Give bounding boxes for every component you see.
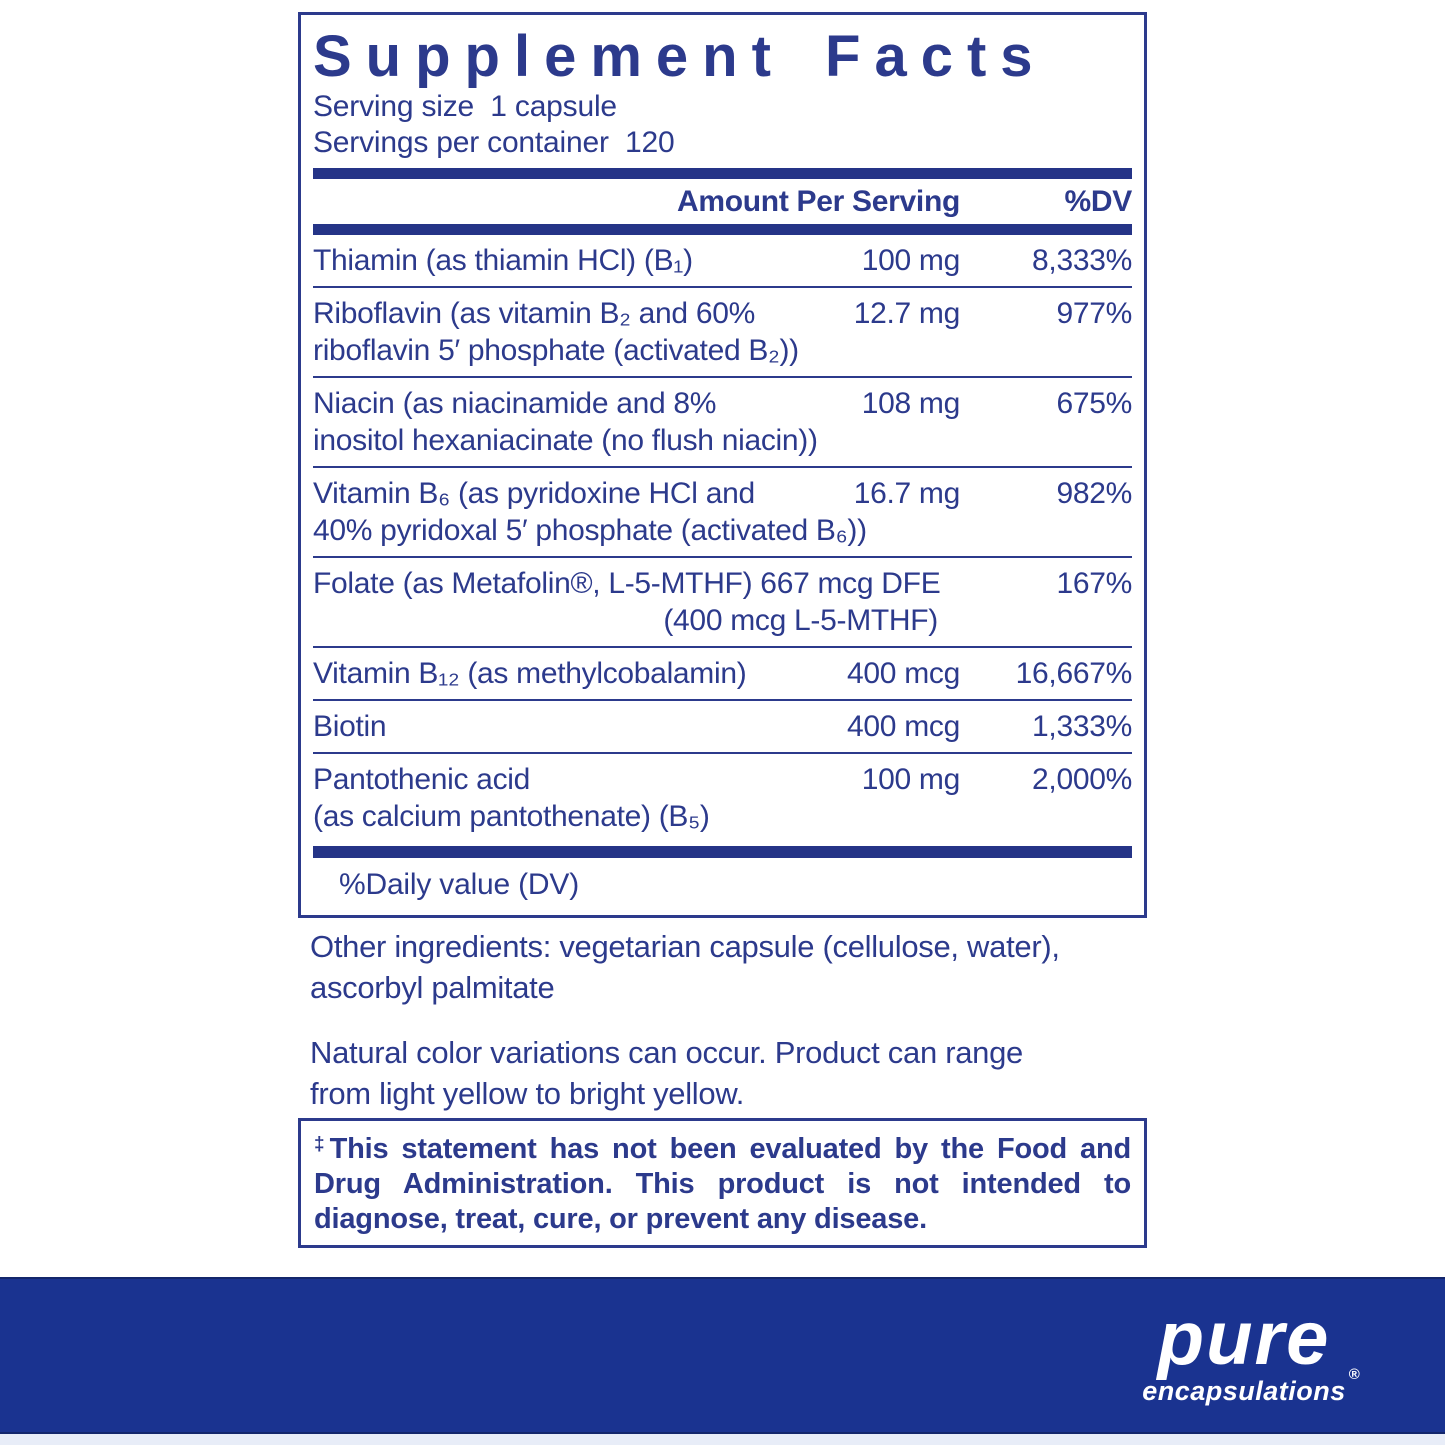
disclaimer-line2: Drug Administration. This product is not… <box>314 1168 1131 1200</box>
other-ingredients-line2: ascorbyl palmitate <box>310 970 555 1005</box>
nutrient-dv: 675% <box>1056 387 1132 420</box>
servings-per-container-line: Servings per container 120 <box>313 126 675 159</box>
serving-size-line: Serving size 1 capsule <box>313 90 617 123</box>
nutrient-dv: 167% <box>1056 567 1132 600</box>
brand-name: pure <box>1157 1296 1331 1381</box>
other-ingredients-text: Other ingredients: vegetarian capsule (c… <box>310 926 1150 1008</box>
table-row: Folate (as Metafolin®, L-5-MTHF) 667 mcg… <box>313 556 1132 646</box>
nutrient-dv: 16,667% <box>1015 657 1133 690</box>
nutrient-dv: 2,000% <box>1032 763 1132 796</box>
nutrient-amount: 16.7 mg <box>853 477 961 510</box>
brand-logo: pure encapsulations ® <box>1118 1296 1370 1406</box>
nutrient-name: Riboflavin (as vitamin B₂ and 60% <box>313 297 755 330</box>
color-variation-note: Natural color variations can occur. Prod… <box>310 1032 1150 1114</box>
nutrient-name-line2: riboflavin 5′ phosphate (activated B₂)) <box>313 334 799 367</box>
table-row: Vitamin B₁₂ (as methylcobalamin) 400 mcg… <box>313 646 1132 699</box>
nutrient-amount: 100 mg <box>861 244 961 277</box>
table-row: Pantothenic acid 100 mg 2,000% (as calci… <box>313 752 1132 842</box>
column-header-row: Amount Per Serving %DV <box>313 179 1132 224</box>
other-ingredients-line1: Other ingredients: vegetarian capsule (c… <box>310 929 1060 964</box>
nutrient-amount: 400 mcg <box>847 657 960 690</box>
double-dagger-mark: ‡ <box>314 1134 330 1155</box>
table-row: Niacin (as niacinamide and 8% 108 mg 675… <box>313 376 1132 466</box>
nutrient-name-line2: (as calcium pantothenate) (B₅) <box>313 800 710 833</box>
color-note-line2: from light yellow to bright yellow. <box>310 1076 745 1111</box>
color-note-line1: Natural color variations can occur. Prod… <box>310 1035 1023 1070</box>
nutrient-name-line2: (400 mcg L-5-MTHF) <box>663 604 938 637</box>
nutrient-dv: 8,333% <box>1032 244 1132 277</box>
panel-title: Supplement Facts <box>313 24 1047 89</box>
table-row: Riboflavin (as vitamin B₂ and 60% 12.7 m… <box>313 286 1132 376</box>
nutrient-name-line2: 40% pyridoxal 5′ phosphate (activated B₆… <box>313 514 867 547</box>
divider-bar-top <box>313 168 1132 179</box>
nutrient-name: Vitamin B₆ (as pyridoxine HCl and <box>313 477 755 510</box>
nutrient-name: Vitamin B₁₂ (as methylcobalamin) <box>313 657 747 690</box>
nutrient-name: Biotin <box>313 710 387 743</box>
nutrient-table: Thiamin (as thiamin HCl) (B₁) 100 mg 8,3… <box>313 235 1132 842</box>
daily-value-footnote: %Daily value (DV) <box>339 868 579 901</box>
nutrient-name: Pantothenic acid <box>313 763 531 796</box>
disclaimer-line1: ‡This statement has not been evaluated b… <box>314 1133 1131 1165</box>
nutrient-amount: 100 mg <box>861 763 961 796</box>
nutrient-dv: 977% <box>1056 297 1132 330</box>
fda-disclaimer-box: ‡This statement has not been evaluated b… <box>298 1118 1147 1248</box>
nutrient-name-line2: inositol hexaniacinate (no flush niacin)… <box>313 424 818 457</box>
band-bottom-strip <box>0 1434 1445 1445</box>
brand-subname: encapsulations ® <box>1142 1366 1360 1405</box>
nutrient-dv: 1,333% <box>1032 710 1132 743</box>
table-row: Biotin 400 mcg 1,333% <box>313 699 1132 752</box>
nutrient-name: Thiamin (as thiamin HCl) (B₁) <box>313 244 693 277</box>
supplement-facts-panel: Supplement Facts Serving size 1 capsule … <box>298 12 1147 918</box>
divider-bar-bottom <box>313 846 1132 858</box>
table-row: Thiamin (as thiamin HCl) (B₁) 100 mg 8,3… <box>313 235 1132 286</box>
nutrient-name: Niacin (as niacinamide and 8% <box>313 387 717 420</box>
nutrient-amount: 400 mcg <box>847 710 960 743</box>
amount-per-serving-header: Amount Per Serving <box>677 185 960 218</box>
percent-dv-header: %DV <box>1064 185 1133 218</box>
brand-band: pure encapsulations ® <box>0 1277 1445 1434</box>
divider-bar-header <box>313 224 1132 235</box>
nutrient-name: Folate (as Metafolin®, L-5-MTHF) 667 mcg… <box>313 567 941 600</box>
registered-trademark-icon: ® <box>1348 1366 1360 1383</box>
nutrient-dv: 982% <box>1056 477 1132 510</box>
table-row: Vitamin B₆ (as pyridoxine HCl and 16.7 m… <box>313 466 1132 556</box>
disclaimer-line3: diagnose, treat, cure, or prevent any di… <box>314 1203 927 1235</box>
nutrient-amount: 108 mg <box>861 387 961 420</box>
nutrient-amount: 12.7 mg <box>853 297 961 330</box>
